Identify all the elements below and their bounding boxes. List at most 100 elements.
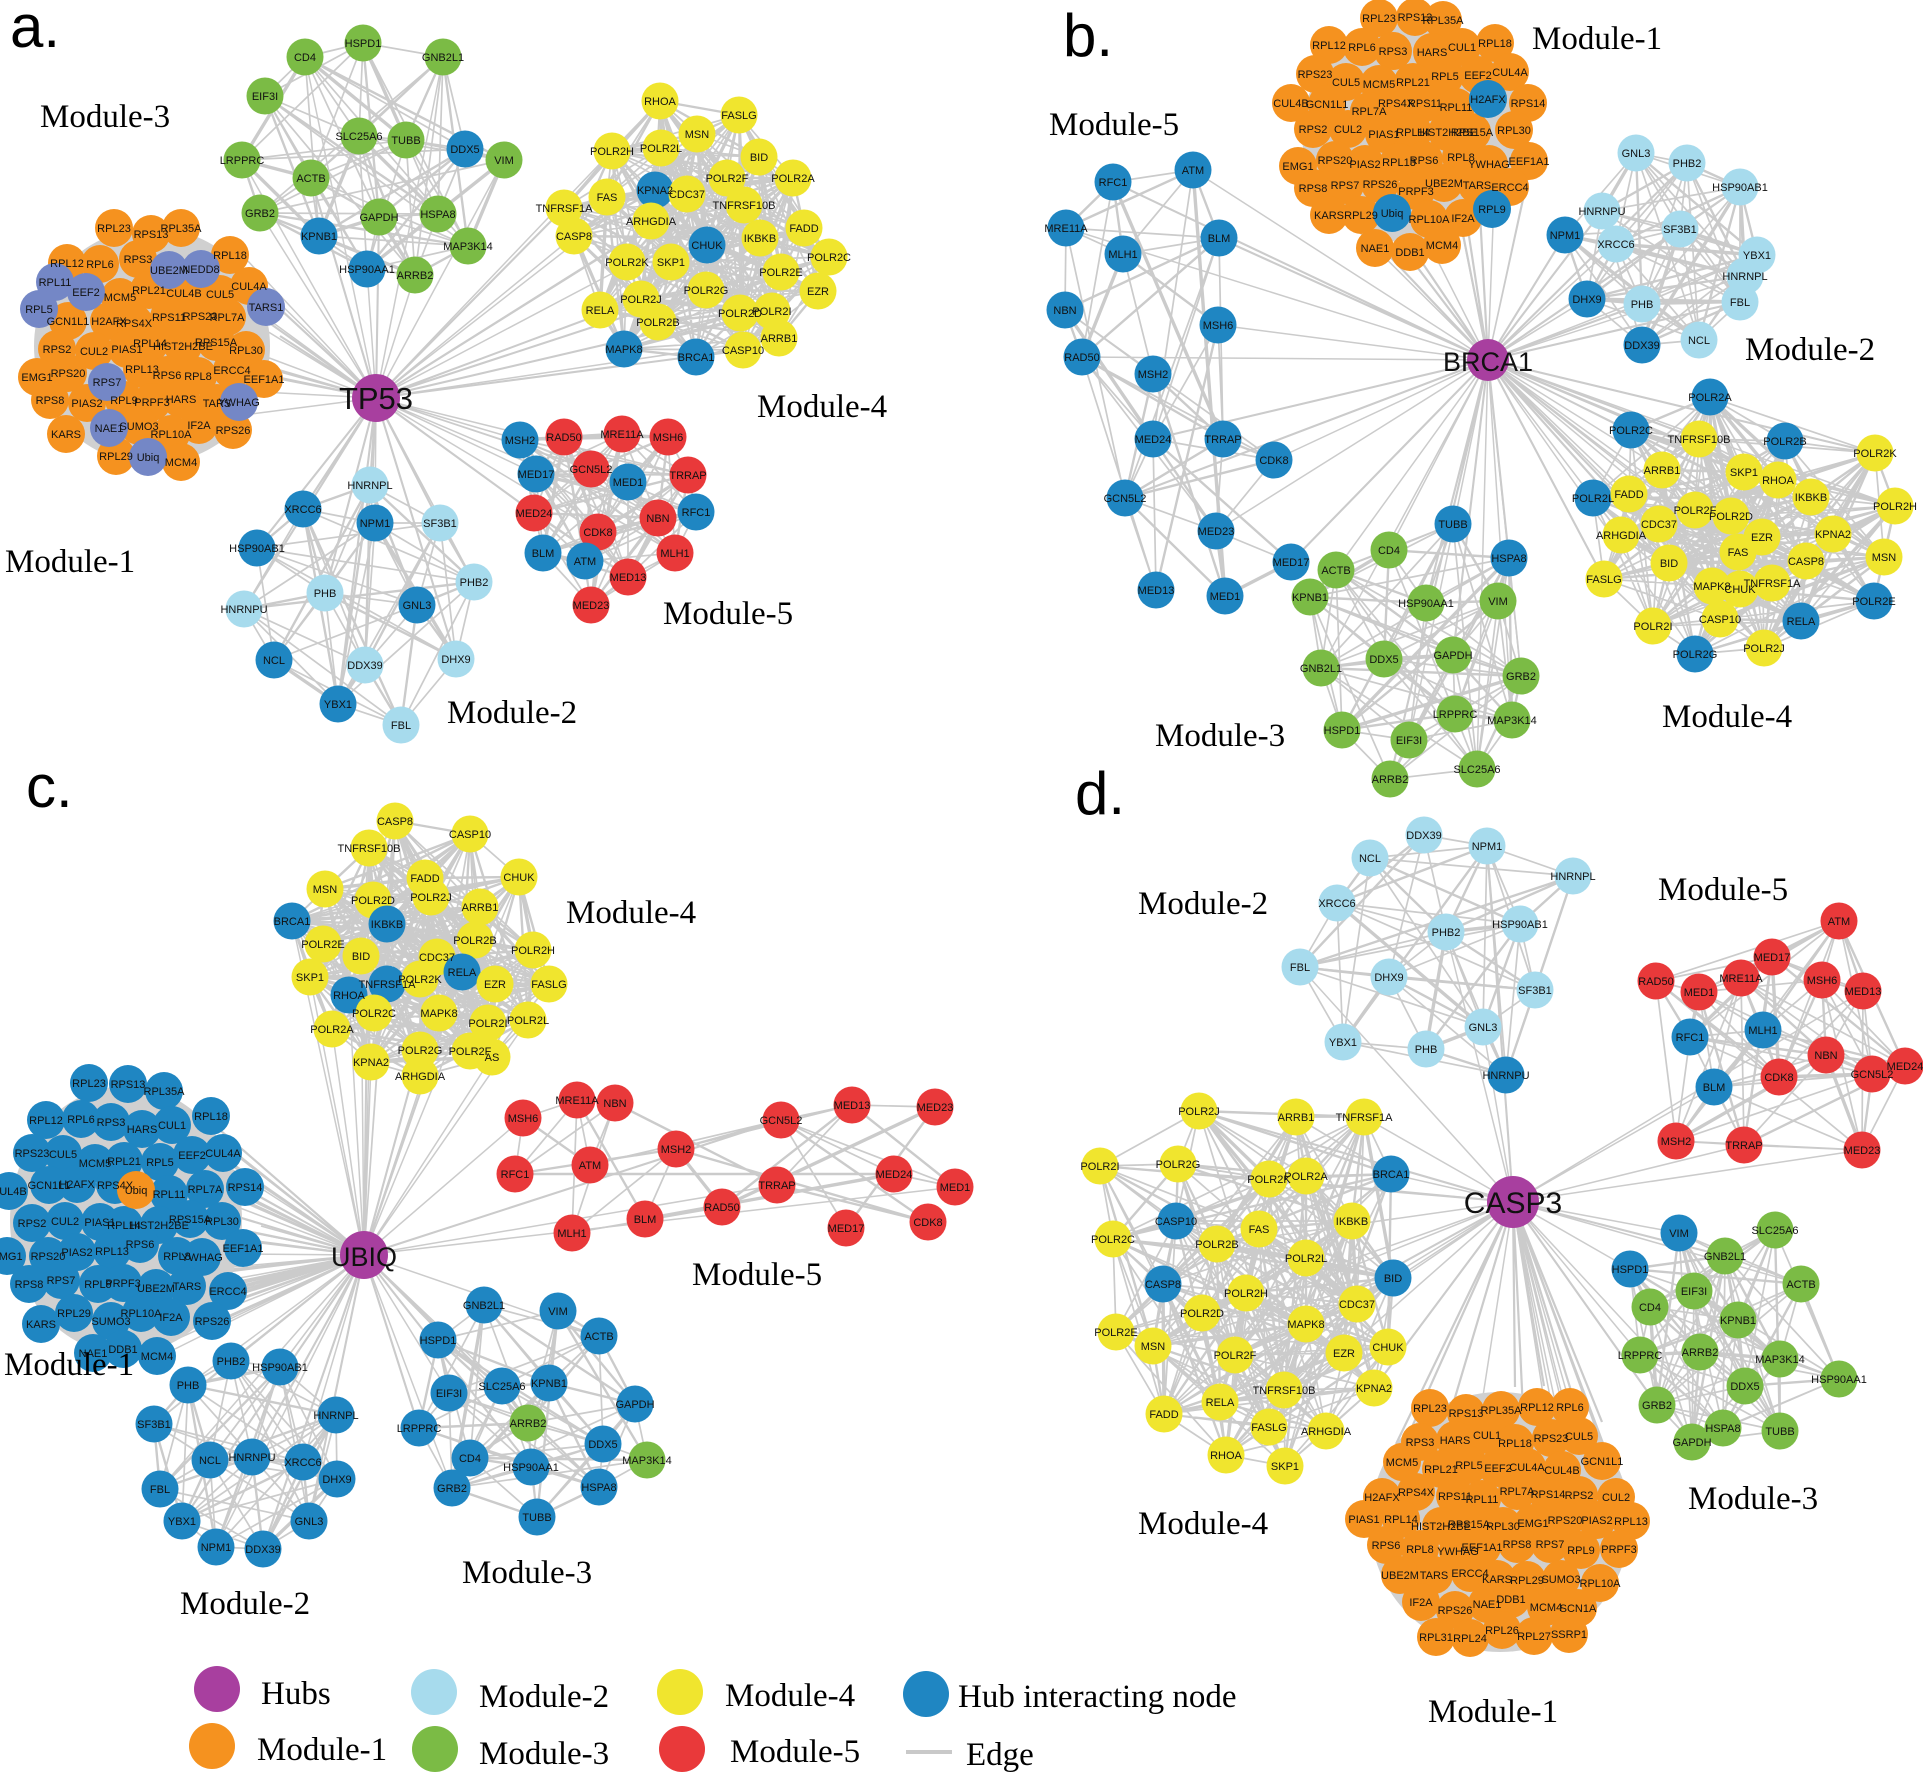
svg-text:RFC1: RFC1 bbox=[1676, 1032, 1705, 1044]
svg-text:RPS7: RPS7 bbox=[93, 377, 122, 389]
svg-text:DDX39: DDX39 bbox=[347, 660, 382, 672]
svg-text:UBIQ: UBIQ bbox=[331, 1242, 397, 1272]
svg-text:RPL18: RPL18 bbox=[1498, 1438, 1532, 1450]
svg-text:RAD50: RAD50 bbox=[704, 1202, 739, 1214]
svg-text:ARRB2: ARRB2 bbox=[1682, 1347, 1719, 1359]
svg-text:MCM4: MCM4 bbox=[1530, 1602, 1562, 1614]
svg-text:HSP90AA1: HSP90AA1 bbox=[1398, 598, 1454, 610]
svg-text:RPL35A: RPL35A bbox=[161, 223, 203, 235]
svg-text:TRRAP: TRRAP bbox=[1204, 434, 1241, 446]
svg-text:Module-3: Module-3 bbox=[1155, 718, 1285, 754]
svg-text:UBE2M: UBE2M bbox=[1381, 1570, 1419, 1582]
svg-text:Module-2: Module-2 bbox=[1138, 886, 1268, 922]
svg-text:MLH1: MLH1 bbox=[1748, 1025, 1777, 1037]
svg-text:RPS15A: RPS15A bbox=[169, 1214, 212, 1226]
svg-text:MAPK8: MAPK8 bbox=[420, 1008, 457, 1020]
svg-text:RPL5: RPL5 bbox=[25, 304, 53, 316]
svg-text:CDC37: CDC37 bbox=[669, 189, 705, 201]
svg-text:FASLG: FASLG bbox=[531, 979, 566, 991]
svg-text:DDX39: DDX39 bbox=[1406, 830, 1441, 842]
svg-text:POLR2J: POLR2J bbox=[1743, 643, 1785, 655]
svg-text:Module-5: Module-5 bbox=[692, 1257, 822, 1293]
svg-text:RPS7: RPS7 bbox=[47, 1275, 76, 1287]
svg-text:ATM: ATM bbox=[574, 556, 596, 568]
svg-text:MSH6: MSH6 bbox=[508, 1113, 539, 1125]
svg-text:CD4: CD4 bbox=[1639, 1302, 1661, 1314]
svg-text:RPL35A: RPL35A bbox=[1423, 15, 1465, 27]
svg-text:CHUK: CHUK bbox=[1372, 1342, 1404, 1354]
svg-text:MSN: MSN bbox=[313, 884, 338, 896]
svg-text:MCM4: MCM4 bbox=[1426, 240, 1458, 252]
svg-text:POLR2L: POLR2L bbox=[1572, 493, 1614, 505]
svg-text:HNRNPU: HNRNPU bbox=[1482, 1070, 1529, 1082]
svg-text:RPS15A: RPS15A bbox=[1451, 127, 1494, 139]
svg-text:RPL11: RPL11 bbox=[1466, 1494, 1499, 1506]
svg-text:NAE1: NAE1 bbox=[95, 423, 124, 435]
svg-text:GNL3: GNL3 bbox=[295, 1516, 324, 1528]
svg-text:MSN: MSN bbox=[1141, 1341, 1166, 1353]
svg-text:MLH1: MLH1 bbox=[1108, 249, 1137, 261]
svg-text:GCN1L1: GCN1L1 bbox=[47, 316, 90, 328]
svg-text:FADD: FADD bbox=[410, 873, 439, 885]
svg-text:RPL14: RPL14 bbox=[1396, 127, 1430, 139]
svg-text:RPL21: RPL21 bbox=[132, 285, 166, 297]
svg-text:Module-4: Module-4 bbox=[725, 1678, 855, 1714]
svg-text:MSH2: MSH2 bbox=[661, 1144, 692, 1156]
svg-text:RPL12: RPL12 bbox=[1520, 1402, 1554, 1414]
svg-text:EIF3I: EIF3I bbox=[1681, 1286, 1707, 1298]
svg-text:RPS23: RPS23 bbox=[1298, 69, 1333, 81]
svg-text:RPS20: RPS20 bbox=[1318, 155, 1353, 167]
svg-text:RPL35A: RPL35A bbox=[144, 1086, 186, 1098]
svg-text:CUL4A: CUL4A bbox=[231, 281, 267, 293]
svg-text:FBL: FBL bbox=[150, 1484, 170, 1496]
svg-text:UBE2M: UBE2M bbox=[150, 265, 188, 277]
svg-text:UBE2M: UBE2M bbox=[137, 1283, 175, 1295]
svg-text:MLH1: MLH1 bbox=[660, 548, 689, 560]
svg-text:RPS6: RPS6 bbox=[1410, 155, 1439, 167]
svg-text:ERCC4: ERCC4 bbox=[213, 365, 250, 377]
svg-text:PHB: PHB bbox=[314, 588, 337, 600]
svg-text:BID: BID bbox=[1660, 558, 1678, 570]
svg-text:RPS13: RPS13 bbox=[1398, 12, 1433, 24]
svg-text:RPL18: RPL18 bbox=[194, 1111, 228, 1123]
svg-text:RPL8: RPL8 bbox=[1406, 1544, 1434, 1556]
svg-text:c.: c. bbox=[26, 753, 73, 820]
svg-text:Edge: Edge bbox=[966, 1737, 1034, 1773]
svg-text:POLR2B: POLR2B bbox=[453, 935, 496, 947]
svg-text:RPL14: RPL14 bbox=[133, 338, 167, 350]
svg-text:SUMO3: SUMO3 bbox=[119, 421, 158, 433]
svg-text:MED24: MED24 bbox=[1135, 434, 1172, 446]
svg-text:POLR2B: POLR2B bbox=[1763, 436, 1806, 448]
svg-text:CDC37: CDC37 bbox=[419, 952, 455, 964]
svg-text:TARS: TARS bbox=[203, 398, 232, 410]
svg-text:RPS7: RPS7 bbox=[1536, 1539, 1565, 1551]
svg-text:CHUK: CHUK bbox=[503, 872, 535, 884]
svg-text:POLR2H: POLR2H bbox=[1873, 501, 1917, 513]
svg-text:TNFRSF10B: TNFRSF10B bbox=[713, 200, 776, 212]
svg-text:GAPDH: GAPDH bbox=[1672, 1437, 1711, 1449]
svg-text:NEDD8: NEDD8 bbox=[182, 264, 219, 276]
svg-text:RPL13: RPL13 bbox=[1382, 157, 1416, 169]
svg-text:Module-2: Module-2 bbox=[180, 1586, 310, 1622]
svg-text:XRCC6: XRCC6 bbox=[1318, 898, 1355, 910]
svg-text:PHB2: PHB2 bbox=[460, 577, 489, 589]
svg-text:KPNB1: KPNB1 bbox=[1720, 1315, 1756, 1327]
svg-text:POLR2F: POLR2F bbox=[1674, 505, 1717, 517]
svg-text:ARRB2: ARRB2 bbox=[1372, 774, 1409, 786]
svg-text:Ubiq: Ubiq bbox=[137, 452, 160, 464]
svg-text:CUL4A: CUL4A bbox=[205, 1148, 241, 1160]
svg-text:RPS4X: RPS4X bbox=[1398, 1487, 1435, 1499]
svg-text:YWHAG: YWHAG bbox=[181, 1252, 223, 1264]
svg-text:RPS3: RPS3 bbox=[1379, 46, 1408, 58]
svg-text:ARRB1: ARRB1 bbox=[761, 333, 798, 345]
svg-text:MCM5: MCM5 bbox=[1386, 1457, 1418, 1469]
svg-text:ERCC4: ERCC4 bbox=[1451, 1568, 1488, 1580]
svg-text:ARHGDIA: ARHGDIA bbox=[1301, 1426, 1352, 1438]
svg-text:VIM: VIM bbox=[1669, 1228, 1689, 1240]
svg-text:PHB: PHB bbox=[1415, 1044, 1438, 1056]
svg-text:GRB2: GRB2 bbox=[1506, 671, 1536, 683]
svg-text:HARS: HARS bbox=[1440, 1435, 1471, 1447]
svg-text:TNFRSF10B: TNFRSF10B bbox=[1253, 1385, 1316, 1397]
svg-text:NAE1: NAE1 bbox=[1473, 1599, 1502, 1611]
svg-text:POLR2E: POLR2E bbox=[301, 939, 344, 951]
